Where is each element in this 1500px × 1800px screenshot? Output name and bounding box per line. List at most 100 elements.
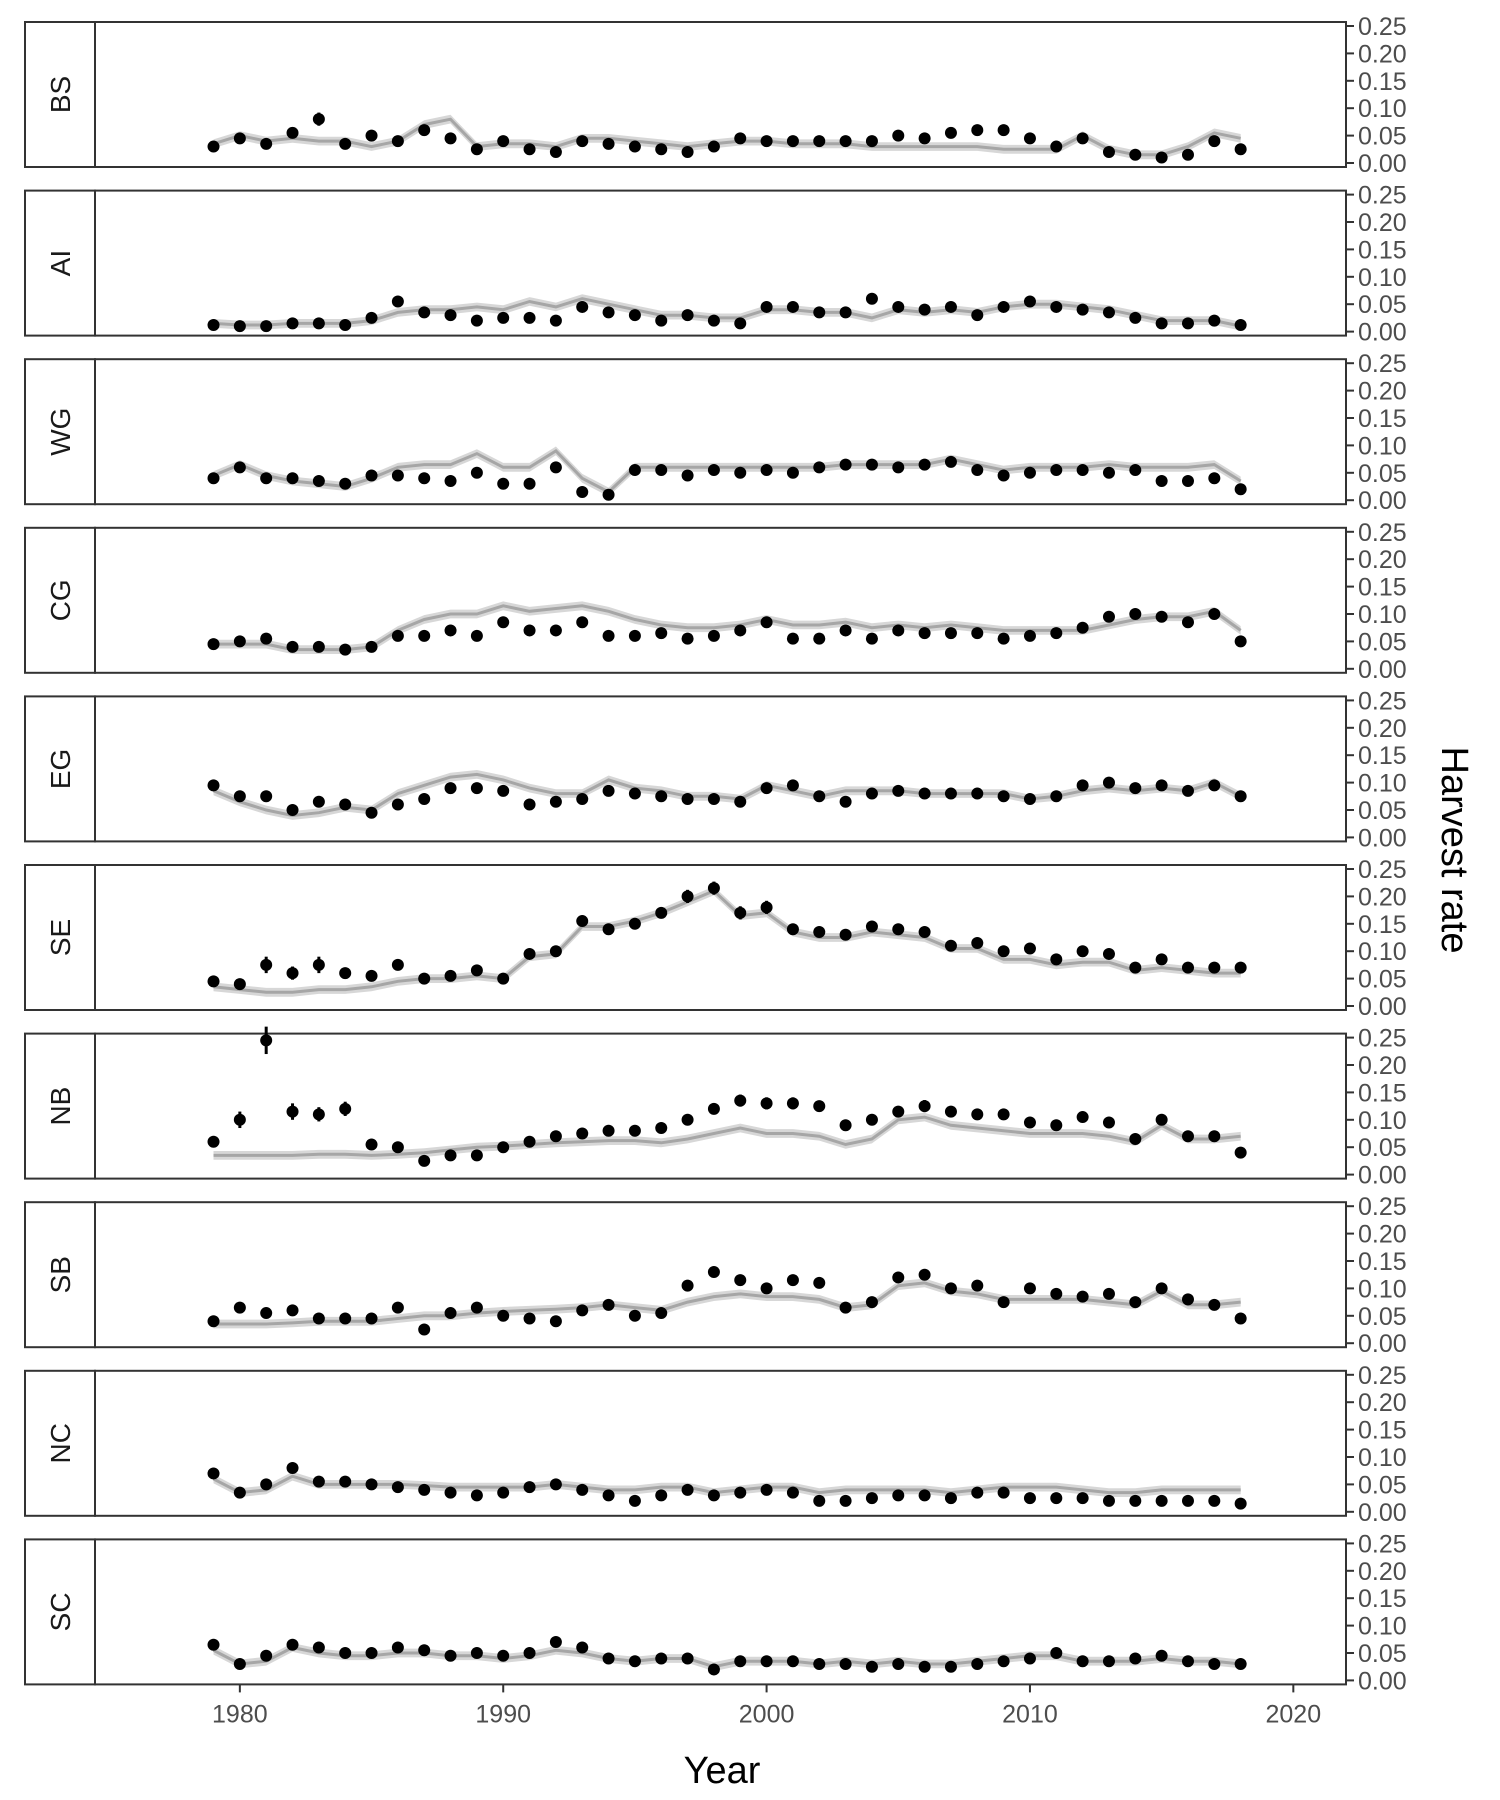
data-point [918,1100,931,1113]
data-point [312,640,325,653]
y-tick-label: 0.00 [1358,319,1407,347]
y-tick-label: 0.20 [1358,209,1407,237]
data-point [997,790,1010,803]
data-point [707,882,720,895]
data-point [839,1119,852,1132]
data-point [655,314,668,327]
data-point [918,1268,931,1281]
data-point [1076,779,1089,792]
data-point [760,300,773,313]
data-point [997,1486,1010,1499]
data-point [1102,1287,1115,1300]
data-point [391,1641,404,1654]
data-point [865,135,878,148]
data-point [523,143,536,156]
y-tick-label: 0.05 [1358,966,1407,994]
data-point [734,906,747,919]
data-point [1023,132,1036,145]
y-tick-label: 0.15 [1358,68,1407,96]
data-point [523,1135,536,1148]
strip-box [24,1201,96,1349]
data-point [839,624,852,637]
data-point [602,306,615,319]
data-point [260,958,273,971]
data-point [786,1655,799,1668]
data-point [707,793,720,806]
data-point [602,1652,615,1665]
data-point [260,1034,273,1047]
data-point [1129,1296,1142,1309]
data-point [707,629,720,642]
data-point [233,978,246,991]
panel-cg: CG 0.000.050.100.150.200.25 [24,519,1407,684]
data-point [523,1647,536,1659]
y-tick-label: 0.05 [1358,1303,1407,1331]
data-point [312,1641,325,1654]
data-point [1129,961,1142,974]
data-point [813,461,826,474]
fit-line [212,1645,1241,1669]
data-point [786,300,799,313]
panel-se: SE 0.000.050.100.150.200.25 [24,856,1407,1021]
y-tick-label: 0.00 [1358,1499,1407,1527]
y-tick-label: 0.05 [1358,1134,1407,1162]
y-tick-label: 0.05 [1358,123,1407,151]
data-point [418,306,431,319]
data-point [286,126,299,139]
strip-label: SC [45,1592,76,1631]
data-point [312,317,325,330]
data-point [286,640,299,653]
data-point [813,926,826,939]
data-point [576,1127,589,1140]
y-tick-label: 0.05 [1358,1640,1407,1668]
data-point [602,1489,615,1502]
y-tick-label: 0.00 [1358,1162,1407,1190]
data-point [1155,475,1168,488]
data-point [839,928,852,941]
data-point [391,135,404,148]
data-point [892,461,905,474]
data-point [576,300,589,313]
data-point [260,790,273,803]
strip-label: EG [45,749,76,789]
data-point [260,632,273,645]
fit-line [213,1281,1241,1326]
data-point [944,1105,957,1118]
data-point [418,629,431,642]
strip-label: SE [45,919,76,956]
y-tick-label: 0.00 [1358,656,1407,684]
x-tick-label: 1980 [212,1700,268,1728]
data-point [391,1481,404,1494]
data-point [760,135,773,148]
data-point [444,1649,457,1662]
data-point [734,795,747,808]
data-point [312,113,325,126]
y-axis-title: Harvest rate [1433,747,1475,954]
data-point [944,787,957,800]
data-point [997,469,1010,482]
data-point [760,1097,773,1110]
data-point [865,458,878,471]
data-point [839,306,852,319]
data-point [892,300,905,313]
x-tick-label: 2000 [739,1700,795,1728]
data-point [470,1301,483,1314]
data-point [365,1312,378,1325]
data-point [418,124,431,137]
data-point [1155,317,1168,330]
data-point [971,309,984,322]
data-point [260,320,273,333]
data-point [1076,132,1089,145]
data-point [813,135,826,148]
data-point [971,464,984,477]
data-point [576,915,589,928]
data-point [1050,953,1063,966]
data-point [365,129,378,142]
data-point [1076,1290,1089,1303]
data-point [207,1135,220,1148]
data-point [602,784,615,797]
data-point [444,969,457,982]
data-point [865,1113,878,1126]
data-point [444,782,457,795]
data-point [865,787,878,800]
